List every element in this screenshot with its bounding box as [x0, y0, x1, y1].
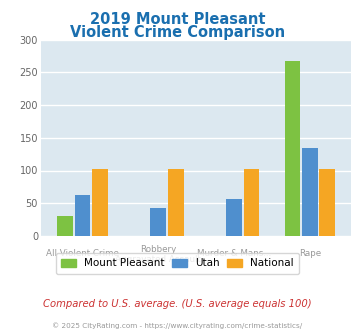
Bar — [151, 208, 166, 236]
Bar — [168, 169, 184, 236]
Legend: Mount Pleasant, Utah, National: Mount Pleasant, Utah, National — [56, 253, 299, 274]
Bar — [244, 169, 259, 236]
Text: © 2025 CityRating.com - https://www.cityrating.com/crime-statistics/: © 2025 CityRating.com - https://www.city… — [53, 323, 302, 329]
Text: Robbery: Robbery — [140, 245, 176, 254]
Text: Rape: Rape — [299, 249, 321, 258]
Bar — [57, 216, 73, 236]
Bar — [320, 169, 335, 236]
Bar — [92, 169, 108, 236]
Text: Aggravated Assault: Aggravated Assault — [115, 255, 201, 264]
Text: Murder & Mans...: Murder & Mans... — [197, 249, 271, 258]
Bar — [226, 199, 242, 236]
Bar — [75, 195, 90, 236]
Bar — [302, 148, 318, 236]
Text: All Violent Crime: All Violent Crime — [46, 249, 119, 258]
Bar — [284, 61, 300, 236]
Text: Compared to U.S. average. (U.S. average equals 100): Compared to U.S. average. (U.S. average … — [43, 299, 312, 309]
Text: 2019 Mount Pleasant: 2019 Mount Pleasant — [90, 12, 265, 26]
Text: Violent Crime Comparison: Violent Crime Comparison — [70, 25, 285, 40]
